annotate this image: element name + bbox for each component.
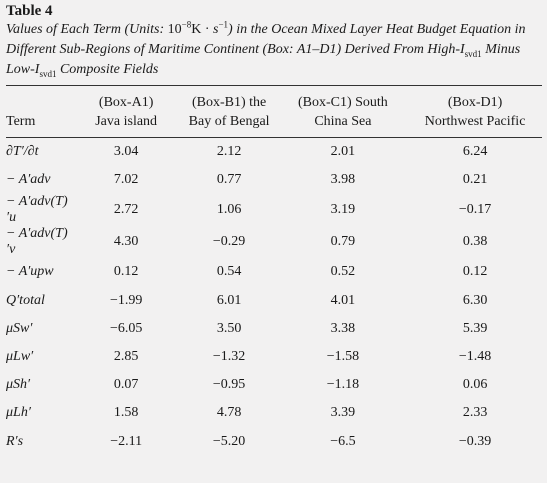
cell-value: 6.01 <box>216 292 242 308</box>
cell-value: −0.95 <box>212 377 246 393</box>
cell-value: 0.79 <box>330 234 356 250</box>
table-title: Table 4 <box>6 3 53 19</box>
header-col-box-c1: (Box-C1) South China Sea <box>277 86 409 138</box>
cell-value: 3.38 <box>330 320 356 336</box>
row-term: ∂T′/∂t <box>6 144 39 160</box>
cell-value: 0.12 <box>113 264 139 280</box>
cell-value: 2.33 <box>462 405 488 421</box>
cell-value: −2.11 <box>110 433 143 449</box>
cell-value: 1.06 <box>216 202 242 218</box>
cell-value: −1.18 <box>326 377 360 393</box>
table-row: Q′total −1.99 6.01 4.01 6.30 <box>6 287 542 315</box>
row-term: − A′upw <box>6 264 54 280</box>
cell-value: 0.12 <box>462 264 488 280</box>
cell-value: 4.01 <box>330 292 356 308</box>
cell-value: −0.39 <box>458 433 492 449</box>
top-rule <box>6 85 542 86</box>
cell-value: 0.54 <box>216 264 242 280</box>
cell-value: 4.30 <box>113 234 139 250</box>
row-term: − A′adv(T)′v <box>6 226 68 258</box>
cell-value: 2.12 <box>216 144 242 160</box>
table-row: − A′adv(T)′v 4.30 −0.29 0.79 0.38 <box>6 226 542 258</box>
table-row: R′s −2.11 −5.20 −6.5 −0.39 <box>6 428 542 456</box>
caption-text-3: Minus Low-I <box>6 42 521 77</box>
cell-value: −6.05 <box>109 320 143 336</box>
table-container: Table 4 Values of Each Term (Units: 10−8… <box>6 3 542 456</box>
header-col-box-a1: (Box-A1) Java island <box>71 86 181 138</box>
cell-value: 3.19 <box>330 202 356 218</box>
table-row: − A′adv(T)′u 2.72 1.06 3.19 −0.17 <box>6 194 542 226</box>
cell-value: 3.04 <box>113 144 139 160</box>
caption-units: 10−8K · <box>167 19 214 37</box>
row-term: μSw′ <box>6 320 33 336</box>
table-row: − A′adv 7.02 0.77 3.98 0.21 <box>6 166 542 194</box>
header-term: Term <box>6 86 72 138</box>
cell-value: 6.24 <box>462 144 488 160</box>
row-term: μLw′ <box>6 349 34 365</box>
cell-value: −1.99 <box>109 292 143 308</box>
caption-text-1: Values of Each Term (Units: <box>6 22 168 37</box>
table-row: − A′upw 0.12 0.54 0.52 0.12 <box>6 258 542 286</box>
cell-value: 0.77 <box>216 172 242 188</box>
table-row: μSw′ −6.05 3.50 3.38 5.39 <box>6 315 542 343</box>
header-col-box-b1: (Box-B1) the Bay of Bengal <box>180 86 278 138</box>
cell-value: −1.58 <box>326 349 360 365</box>
cell-value: −6.5 <box>330 433 356 449</box>
row-term: − A′adv <box>6 172 51 188</box>
cell-value: 0.38 <box>462 234 488 250</box>
cell-value: 0.21 <box>462 172 488 188</box>
cell-value: 1.58 <box>113 405 139 421</box>
cell-value: 3.39 <box>330 405 356 421</box>
cell-value: 3.98 <box>330 172 356 188</box>
cell-value: 5.39 <box>462 320 488 336</box>
caption-text-4: Composite Fields <box>56 62 159 77</box>
cell-value: 6.30 <box>462 292 488 308</box>
row-term: μLh′ <box>6 405 31 421</box>
table-row: μSh′ 0.07 −0.95 −1.18 0.06 <box>6 371 542 399</box>
cell-value: 3.50 <box>216 320 242 336</box>
row-term: Q′total <box>6 292 45 308</box>
data-table: Term (Box-A1) Java island (Box-B1) the Bay… <box>6 86 542 456</box>
cell-value: −0.17 <box>458 202 492 218</box>
cell-value: 2.01 <box>330 144 356 160</box>
row-term: μSh′ <box>6 377 31 393</box>
cell-value: 2.72 <box>113 202 139 218</box>
header-row: Term (Box-A1) Java island (Box-B1) the Bay… <box>6 86 542 138</box>
header-col-box-d1: (Box-D1) Northwest Pacific <box>408 86 542 138</box>
row-term: R′s <box>6 433 24 449</box>
cell-value: −0.29 <box>212 234 246 250</box>
cell-value: 2.85 <box>113 349 139 365</box>
table-row: μLh′ 1.58 4.78 3.39 2.33 <box>6 399 542 427</box>
cell-value: −1.48 <box>458 349 492 365</box>
cell-value: −5.20 <box>212 433 246 449</box>
cell-value: 4.78 <box>216 405 242 421</box>
cell-value: 0.06 <box>462 377 488 393</box>
cell-value: 0.52 <box>330 264 356 280</box>
cell-value: 0.07 <box>113 377 139 393</box>
table-row: μLw′ 2.85 −1.32 −1.58 −1.48 <box>6 343 542 371</box>
table-caption: Values of Each Term (Units: 10−8K · s−1)… <box>6 19 526 79</box>
caption-text-2: ) in the Ocean Mixed Layer Heat Budget E… <box>6 22 526 57</box>
cell-value: −1.32 <box>212 349 246 365</box>
cell-value: 7.02 <box>113 172 139 188</box>
row-term: − A′adv(T)′u <box>6 194 68 226</box>
table-row: ∂T′/∂t 3.04 2.12 2.01 6.24 <box>6 138 542 167</box>
